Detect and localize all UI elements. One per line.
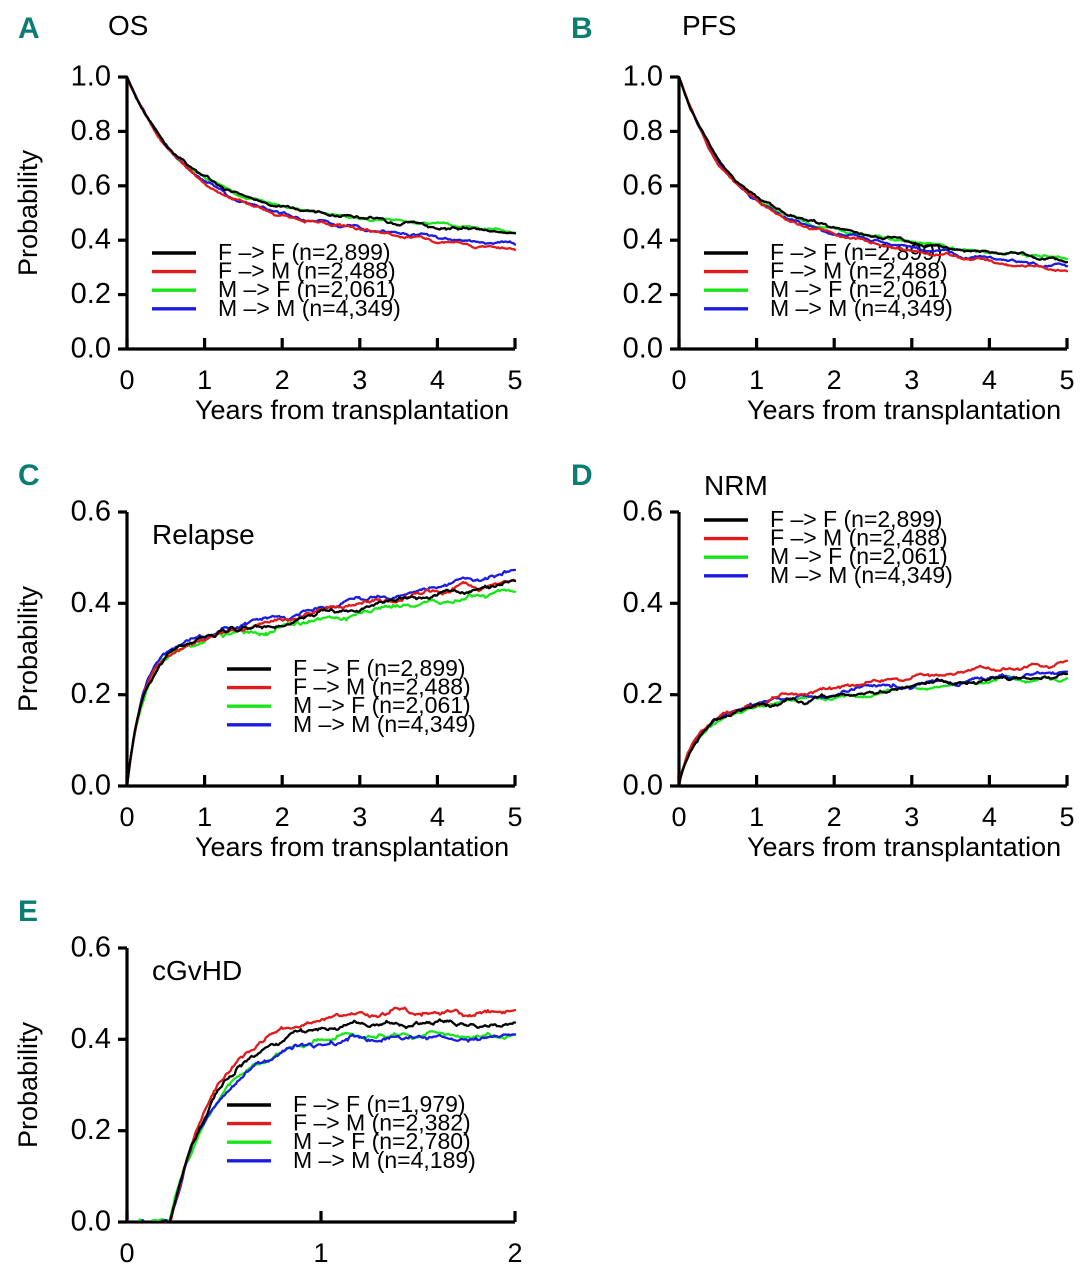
svg-text:cGvHD: cGvHD [152, 955, 242, 986]
svg-text:3: 3 [352, 365, 367, 395]
svg-text:5: 5 [507, 802, 522, 832]
svg-text:PFS: PFS [682, 10, 736, 41]
svg-text:4: 4 [982, 365, 997, 395]
svg-text:3: 3 [352, 802, 367, 832]
svg-text:B: B [571, 12, 593, 45]
svg-text:0.0: 0.0 [623, 333, 663, 365]
svg-text:2: 2 [827, 365, 842, 395]
svg-text:4: 4 [430, 365, 445, 395]
svg-text:0.0: 0.0 [71, 333, 111, 365]
svg-text:E: E [18, 895, 38, 928]
svg-text:0.2: 0.2 [71, 278, 111, 310]
svg-text:3: 3 [904, 365, 919, 395]
svg-text:M –> M (n=4,349): M –> M (n=4,349) [218, 295, 401, 321]
svg-text:Years from transplantation: Years from transplantation [747, 395, 1061, 425]
svg-text:Years from transplantation: Years from transplantation [747, 832, 1061, 862]
svg-text:5: 5 [1059, 365, 1074, 395]
svg-text:OS: OS [108, 10, 148, 41]
svg-text:0: 0 [671, 365, 686, 395]
svg-text:0.6: 0.6 [71, 932, 111, 964]
svg-text:0.8: 0.8 [623, 115, 663, 147]
svg-text:0.2: 0.2 [623, 678, 663, 710]
svg-text:3: 3 [904, 802, 919, 832]
svg-text:5: 5 [1059, 802, 1074, 832]
svg-text:0.4: 0.4 [71, 1023, 111, 1055]
svg-text:0.6: 0.6 [71, 496, 111, 528]
svg-text:4: 4 [982, 802, 997, 832]
svg-text:2: 2 [827, 802, 842, 832]
svg-text:0: 0 [119, 802, 134, 832]
svg-text:4: 4 [430, 802, 445, 832]
svg-text:0.4: 0.4 [71, 224, 111, 256]
svg-text:0.2: 0.2 [623, 278, 663, 310]
svg-text:C: C [18, 459, 40, 492]
svg-text:1: 1 [197, 365, 212, 395]
svg-text:2: 2 [275, 802, 290, 832]
svg-text:0.6: 0.6 [623, 496, 663, 528]
svg-text:1: 1 [197, 802, 212, 832]
svg-text:0: 0 [671, 802, 686, 832]
svg-text:Years from transplantation: Years from transplantation [195, 832, 509, 862]
svg-text:Probability: Probability [13, 149, 43, 276]
svg-text:M –> M (n=4,349): M –> M (n=4,349) [770, 295, 953, 321]
svg-text:Probability: Probability [13, 1021, 43, 1148]
svg-text:2: 2 [275, 365, 290, 395]
svg-text:1.0: 1.0 [71, 61, 111, 93]
svg-text:0.0: 0.0 [623, 770, 663, 802]
svg-text:Relapse: Relapse [152, 519, 255, 550]
svg-text:0.4: 0.4 [623, 587, 663, 619]
svg-text:0.0: 0.0 [71, 1206, 111, 1238]
svg-text:1.0: 1.0 [623, 61, 663, 93]
svg-text:D: D [571, 459, 593, 492]
svg-text:0.6: 0.6 [623, 169, 663, 201]
svg-text:0: 0 [119, 365, 134, 395]
svg-text:M –> M (n=4,349): M –> M (n=4,349) [770, 562, 953, 588]
svg-text:2: 2 [507, 1238, 522, 1268]
svg-text:M –> M (n=4,349): M –> M (n=4,349) [293, 711, 476, 737]
svg-text:0.8: 0.8 [71, 115, 111, 147]
svg-text:0: 0 [119, 1238, 134, 1268]
svg-text:0.2: 0.2 [71, 1114, 111, 1146]
svg-text:M –> M (n=4,189): M –> M (n=4,189) [293, 1147, 476, 1173]
svg-text:A: A [18, 12, 40, 45]
svg-text:Probability: Probability [13, 585, 43, 712]
svg-text:1: 1 [749, 802, 764, 832]
svg-text:0.4: 0.4 [623, 224, 663, 256]
svg-text:NRM: NRM [704, 470, 768, 501]
svg-text:0.4: 0.4 [71, 587, 111, 619]
svg-text:0.2: 0.2 [71, 678, 111, 710]
svg-text:5: 5 [507, 365, 522, 395]
svg-text:Years from transplantation: Years from transplantation [195, 395, 509, 425]
svg-text:1: 1 [313, 1238, 328, 1268]
svg-text:0.0: 0.0 [71, 770, 111, 802]
svg-text:1: 1 [749, 365, 764, 395]
svg-text:0.6: 0.6 [71, 169, 111, 201]
